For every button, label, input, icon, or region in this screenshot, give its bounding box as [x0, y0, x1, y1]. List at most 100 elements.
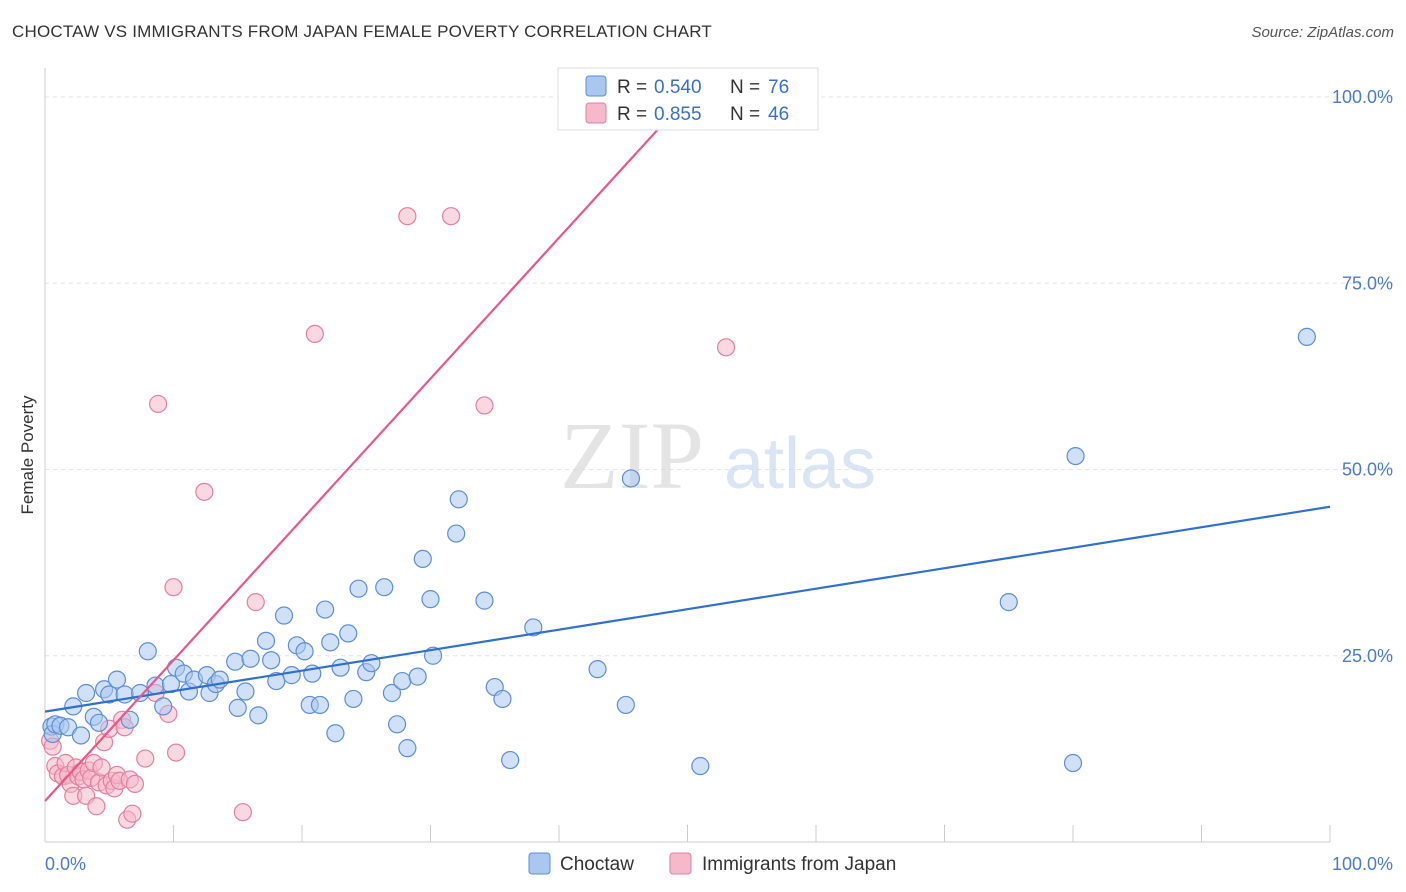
choctaw-point-33 — [256, 631, 276, 650]
choctaw-point-35 — [267, 671, 286, 691]
choctaw-point-4 — [59, 718, 78, 737]
choctaw-point-61 — [447, 524, 466, 543]
choctaw-point-30 — [236, 682, 255, 701]
choctaw-point-67 — [524, 618, 543, 637]
choctaw-point-72 — [999, 593, 1018, 612]
choctaw-point-47 — [339, 624, 358, 643]
japan-point-32 — [125, 774, 145, 793]
choctaw-point-31 — [241, 649, 260, 668]
choctaw-point-32 — [249, 706, 268, 725]
legend-n-label-choctaw: N = — [730, 77, 760, 98]
choctaw-point-51 — [362, 654, 381, 673]
y-axis-label: Female Poverty — [18, 395, 37, 515]
choctaw-point-71 — [691, 756, 710, 776]
legend-swatch-japan — [585, 102, 607, 124]
choctaw-point-16 — [138, 642, 157, 661]
choctaw-point-63 — [475, 591, 494, 610]
choctaw-point-68 — [588, 660, 607, 679]
x-ticks — [173, 825, 1331, 842]
choctaw-trendline — [44, 505, 1331, 713]
japan-point-35 — [148, 394, 168, 414]
chart-title: CHOCTAW VS IMMIGRANTS FROM JAPAN FEMALE … — [12, 22, 712, 41]
choctaw-point-6 — [71, 726, 91, 745]
choctaw-point-75 — [1297, 327, 1316, 346]
choctaw-point-69 — [616, 695, 635, 715]
choctaw-point-43 — [316, 600, 335, 619]
choctaw-point-7 — [77, 683, 96, 703]
japan-point-37 — [164, 578, 183, 597]
choctaw-point-52 — [375, 578, 394, 597]
stats-legend: R = 0.540 N = 76 R = 0.855 N = 46 — [557, 67, 819, 131]
japan-point-43 — [398, 207, 417, 226]
choctaw-point-62 — [449, 490, 468, 509]
choctaw-point-18 — [154, 697, 173, 716]
series-choctaw — [42, 327, 1316, 776]
japan-point-33 — [136, 749, 155, 768]
choctaw-point-53 — [382, 683, 402, 703]
series-immigrants-from-japan — [41, 207, 736, 829]
y-tick-label-25: 25.0% — [1342, 646, 1393, 666]
x-tick-label-max: 100.0% — [1332, 854, 1393, 874]
legend-r-value-japan: 0.855 — [654, 104, 702, 125]
choctaw-point-46 — [331, 658, 350, 677]
legend-r-label-choctaw: R = — [617, 77, 647, 98]
japan-point-19 — [92, 758, 111, 777]
choctaw-point-49 — [349, 579, 368, 598]
watermark-atlas: atlas — [724, 424, 876, 504]
choctaw-point-9 — [89, 713, 109, 732]
choctaw-point-66 — [501, 750, 520, 770]
choctaw-point-74 — [1066, 446, 1085, 466]
y-tick-labels: 25.0% 50.0% 75.0% 100.0% — [1332, 87, 1393, 666]
legend-swatch-choctaw — [585, 75, 607, 97]
choctaw-point-44 — [321, 633, 340, 652]
choctaw-point-65 — [493, 689, 512, 709]
japan-point-46 — [716, 338, 736, 357]
bottom-legend-swatch-japan — [669, 852, 692, 875]
choctaw-point-70 — [621, 469, 641, 488]
x-tick-label-min: 0.0% — [45, 854, 86, 874]
legend-r-label-japan: R = — [617, 104, 647, 125]
japan-point-17 — [87, 797, 106, 816]
bottom-legend-label-japan: Immigrants from Japan — [702, 854, 896, 875]
choctaw-point-57 — [408, 667, 427, 686]
watermark-zip: ZIP — [560, 402, 704, 509]
source-credit: Source: ZipAtlas.com — [1251, 24, 1394, 41]
series-legend: Choctaw Immigrants from Japan — [528, 852, 896, 875]
legend-n-label-japan: N = — [730, 104, 760, 125]
choctaw-point-34 — [262, 651, 281, 670]
choctaw-point-29 — [228, 698, 247, 718]
choctaw-point-45 — [326, 724, 345, 743]
choctaw-point-42 — [310, 695, 330, 715]
trendlines — [44, 96, 1331, 802]
choctaw-point-58 — [413, 549, 432, 569]
choctaw-point-15 — [130, 683, 150, 703]
choctaw-point-56 — [398, 739, 417, 758]
choctaw-point-54 — [387, 715, 407, 734]
japan-point-39 — [195, 482, 214, 501]
y-tick-label-75: 75.0% — [1342, 273, 1393, 293]
japan-point-38 — [166, 743, 186, 762]
choctaw-point-14 — [120, 710, 139, 729]
japan-point-44 — [441, 207, 461, 226]
legend-r-value-choctaw: 0.540 — [654, 77, 702, 98]
japan-point-45 — [475, 396, 494, 415]
choctaw-point-55 — [393, 671, 412, 691]
legend-n-value-japan: 46 — [768, 104, 789, 125]
choctaw-point-36 — [274, 606, 294, 625]
choctaw-point-12 — [107, 670, 127, 689]
gridlines — [45, 96, 1393, 657]
japan-trendline — [44, 96, 689, 802]
choctaw-point-39 — [295, 642, 314, 661]
japan-point-42 — [305, 324, 324, 344]
japan-point-31 — [123, 804, 142, 823]
japan-point-40 — [233, 803, 252, 822]
choctaw-point-59 — [421, 590, 440, 609]
bottom-legend-swatch-choctaw — [528, 852, 551, 875]
choctaw-point-48 — [344, 689, 363, 709]
choctaw-point-73 — [1063, 753, 1083, 773]
choctaw-point-28 — [226, 652, 245, 671]
choctaw-point-37 — [282, 666, 301, 685]
y-tick-label-100: 100.0% — [1332, 87, 1393, 107]
bottom-legend-label-choctaw: Choctaw — [560, 854, 634, 875]
